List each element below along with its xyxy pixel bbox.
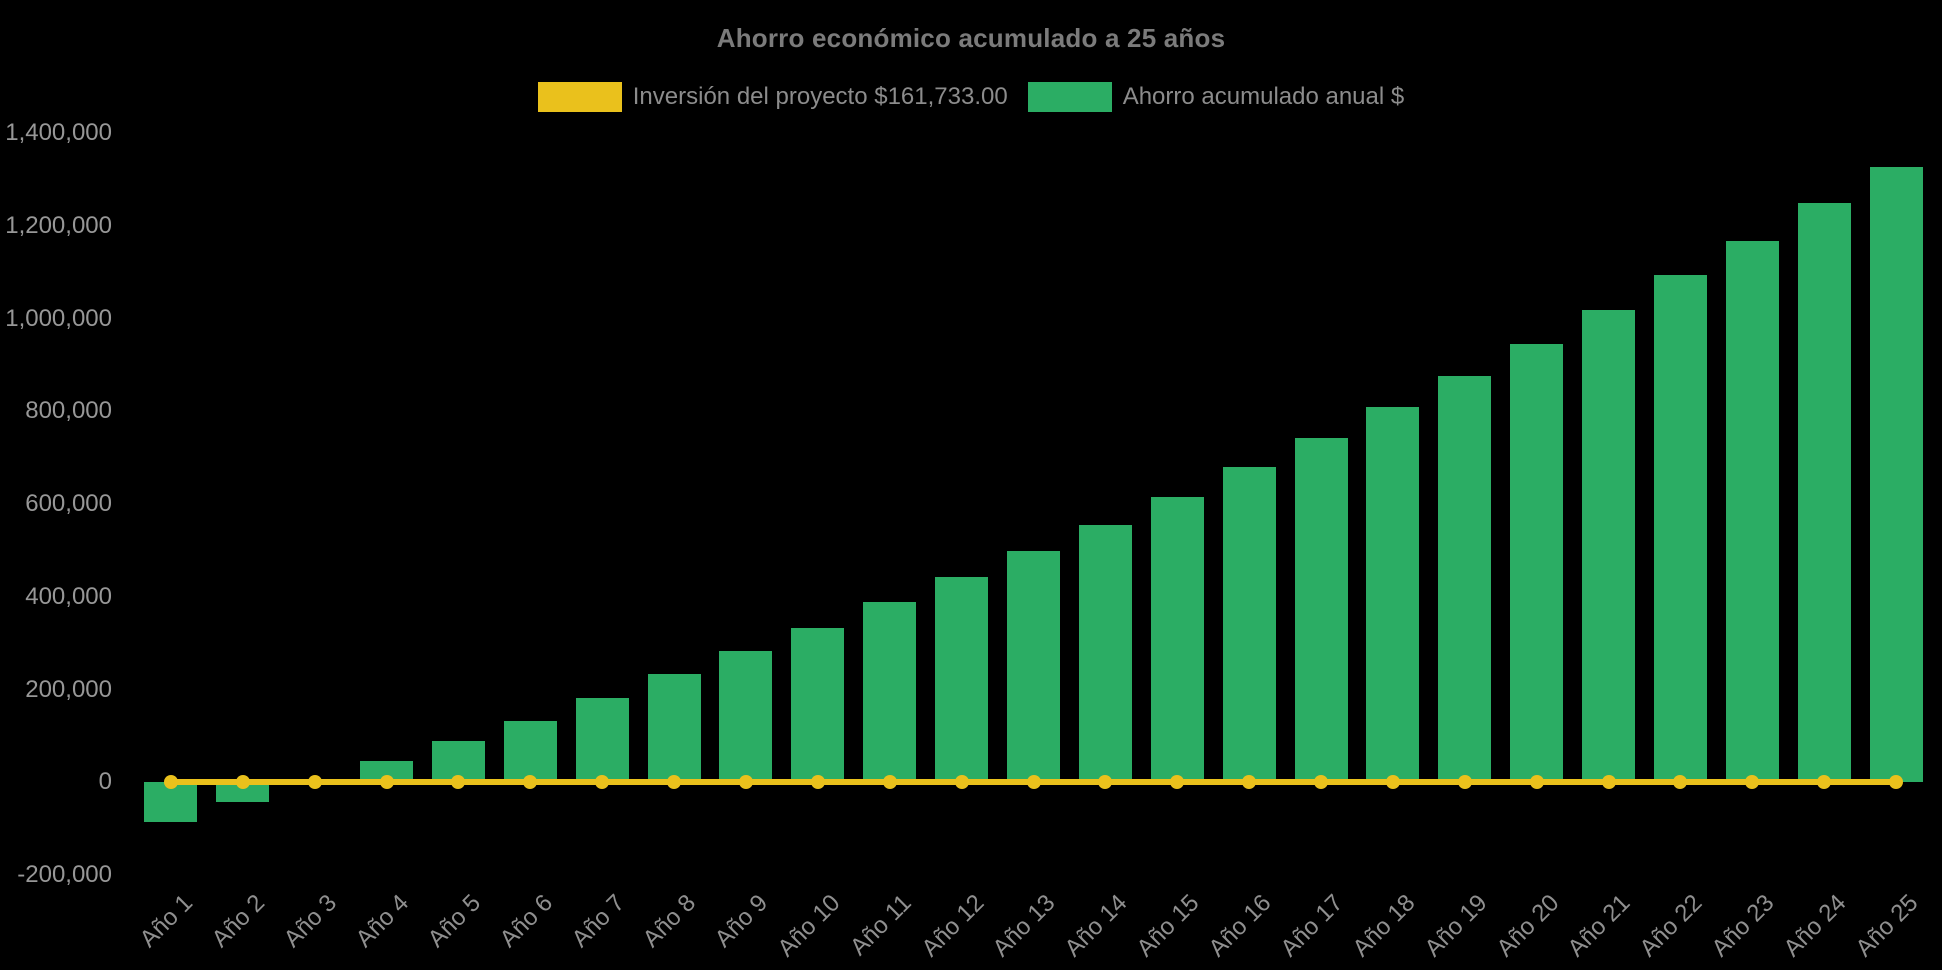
x-axis-label-año-7: Año 7 <box>566 889 630 953</box>
line-point-año-13 <box>1026 775 1041 790</box>
line-point-año-25 <box>1889 775 1904 790</box>
x-axis-label-año-25: Año 25 <box>1850 889 1924 963</box>
line-point-año-3 <box>307 775 322 790</box>
x-axis-label-año-1: Año 1 <box>134 889 199 953</box>
bar-año-11 <box>863 602 917 783</box>
legend-item-savings[interactable]: Ahorro acumulado anual $ <box>1027 82 1405 112</box>
y-axis-label--200,000: -200,000 <box>17 861 112 888</box>
line-point-año-14 <box>1098 775 1113 790</box>
bar-año-17 <box>1294 437 1348 783</box>
x-axis-label-año-4: Año 4 <box>350 889 414 953</box>
legend-label-investment: Inversión del proyecto $161,733.00 <box>632 83 1008 110</box>
line-point-año-5 <box>451 775 466 790</box>
line-point-año-23 <box>1745 775 1760 790</box>
bar-año-10 <box>791 627 845 783</box>
line-point-año-20 <box>1529 775 1544 790</box>
x-axis-label-año-16: Año 16 <box>1203 889 1277 963</box>
bar-año-12 <box>935 576 989 783</box>
line-point-año-4 <box>379 775 394 790</box>
x-axis-label-año-15: Año 15 <box>1131 889 1205 963</box>
x-axis-label-año-8: Año 8 <box>638 889 702 953</box>
bar-año-18 <box>1366 406 1420 783</box>
bar-año-4 <box>360 761 414 783</box>
legend-swatch-investment <box>537 82 622 112</box>
x-axis-label-año-24: Año 24 <box>1778 889 1852 963</box>
x-axis-label-año-21: Año 21 <box>1563 889 1636 963</box>
x-axis-label-año-3: Año 3 <box>278 889 343 953</box>
bar-año-23 <box>1725 240 1779 783</box>
x-axis-label-año-10: Año 10 <box>772 889 846 963</box>
bar-año-20 <box>1510 344 1564 783</box>
line-point-año-2 <box>235 775 250 790</box>
line-point-año-11 <box>882 775 897 790</box>
line-point-año-12 <box>954 775 969 790</box>
x-axis-label-año-19: Año 19 <box>1419 889 1493 963</box>
x-axis-label-año-18: Año 18 <box>1347 889 1421 963</box>
x-axis-label-año-17: Año 17 <box>1275 889 1349 963</box>
line-point-año-7 <box>595 775 610 790</box>
bar-año-24 <box>1797 203 1851 783</box>
y-axis-label-1,200,000: 1,200,000 <box>5 211 112 239</box>
bar-año-8 <box>647 673 701 783</box>
line-point-año-8 <box>667 775 682 790</box>
y-axis-label-800,000: 800,000 <box>25 397 112 425</box>
bar-año-7 <box>575 698 629 783</box>
y-axis-label-1,400,000: 1,400,000 <box>5 119 112 146</box>
x-axis-label-año-14: Año 14 <box>1059 889 1133 963</box>
line-point-año-6 <box>523 775 538 790</box>
x-axis-label-año-22: Año 22 <box>1634 889 1708 963</box>
bar-año-15 <box>1150 496 1204 783</box>
line-point-año-10 <box>810 775 825 790</box>
legend-item-investment[interactable]: Inversión del proyecto $161,733.00 <box>537 82 1008 112</box>
bar-año-19 <box>1438 376 1492 783</box>
line-point-año-9 <box>738 775 753 790</box>
x-axis-label-año-2: Año 2 <box>206 889 271 953</box>
x-axis-label-año-20: Año 20 <box>1491 889 1565 963</box>
y-axis-label-200,000: 200,000 <box>25 675 112 703</box>
line-point-año-22 <box>1673 775 1688 790</box>
bar-año-2 <box>216 782 270 803</box>
bar-año-6 <box>503 720 557 783</box>
x-axis-label-año-9: Año 9 <box>709 889 774 953</box>
bar-año-22 <box>1653 275 1707 783</box>
line-point-año-24 <box>1817 775 1832 790</box>
bar-año-14 <box>1078 524 1132 783</box>
line-point-año-1 <box>163 775 178 790</box>
y-axis-label-400,000: 400,000 <box>25 582 112 610</box>
y-axis-label-1,000,000: 1,000,000 <box>5 304 112 332</box>
bar-año-21 <box>1582 310 1636 783</box>
legend: Inversión del proyecto $161,733.00 Ahorr… <box>0 82 1942 112</box>
x-axis-label-año-12: Año 12 <box>916 889 990 963</box>
chart-title: Ahorro económico acumulado a 25 años <box>716 23 1226 53</box>
y-axis-label-0: 0 <box>98 768 112 796</box>
y-axis-label-600,000: 600,000 <box>25 490 112 517</box>
x-axis-label-año-13: Año 13 <box>987 889 1061 963</box>
x-axis-label-año-23: Año 23 <box>1706 889 1780 963</box>
bar-año-16 <box>1222 466 1276 783</box>
bar-año-25 <box>1869 166 1923 783</box>
x-axis-label-año-6: Año 6 <box>494 889 558 953</box>
line-point-año-17 <box>1314 775 1329 790</box>
legend-label-savings: Ahorro acumulado anual $ <box>1122 83 1405 110</box>
line-point-año-15 <box>1170 775 1185 790</box>
legend-swatch-savings <box>1027 82 1112 112</box>
line-point-año-19 <box>1457 775 1472 790</box>
line-point-año-21 <box>1601 775 1616 790</box>
x-axis-label-año-5: Año 5 <box>422 889 486 953</box>
line-point-año-18 <box>1385 775 1400 790</box>
x-axis-label-año-11: Año 11 <box>845 889 918 961</box>
line-point-año-16 <box>1242 775 1257 790</box>
bar-año-13 <box>1007 550 1060 783</box>
bar-año-9 <box>719 651 773 783</box>
